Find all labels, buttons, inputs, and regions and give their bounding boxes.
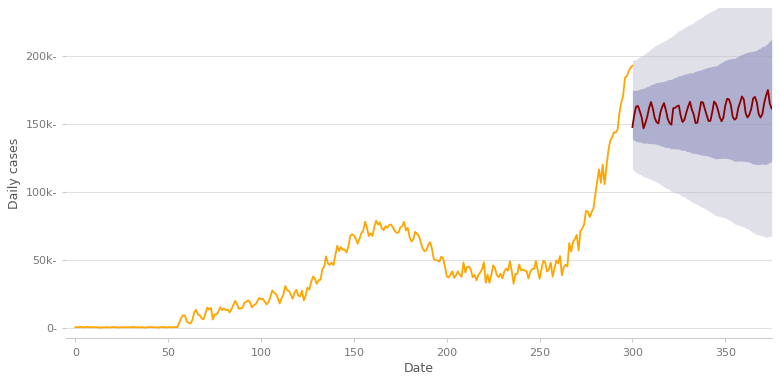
Y-axis label: Daily cases: Daily cases	[9, 138, 21, 209]
X-axis label: Date: Date	[404, 362, 434, 375]
